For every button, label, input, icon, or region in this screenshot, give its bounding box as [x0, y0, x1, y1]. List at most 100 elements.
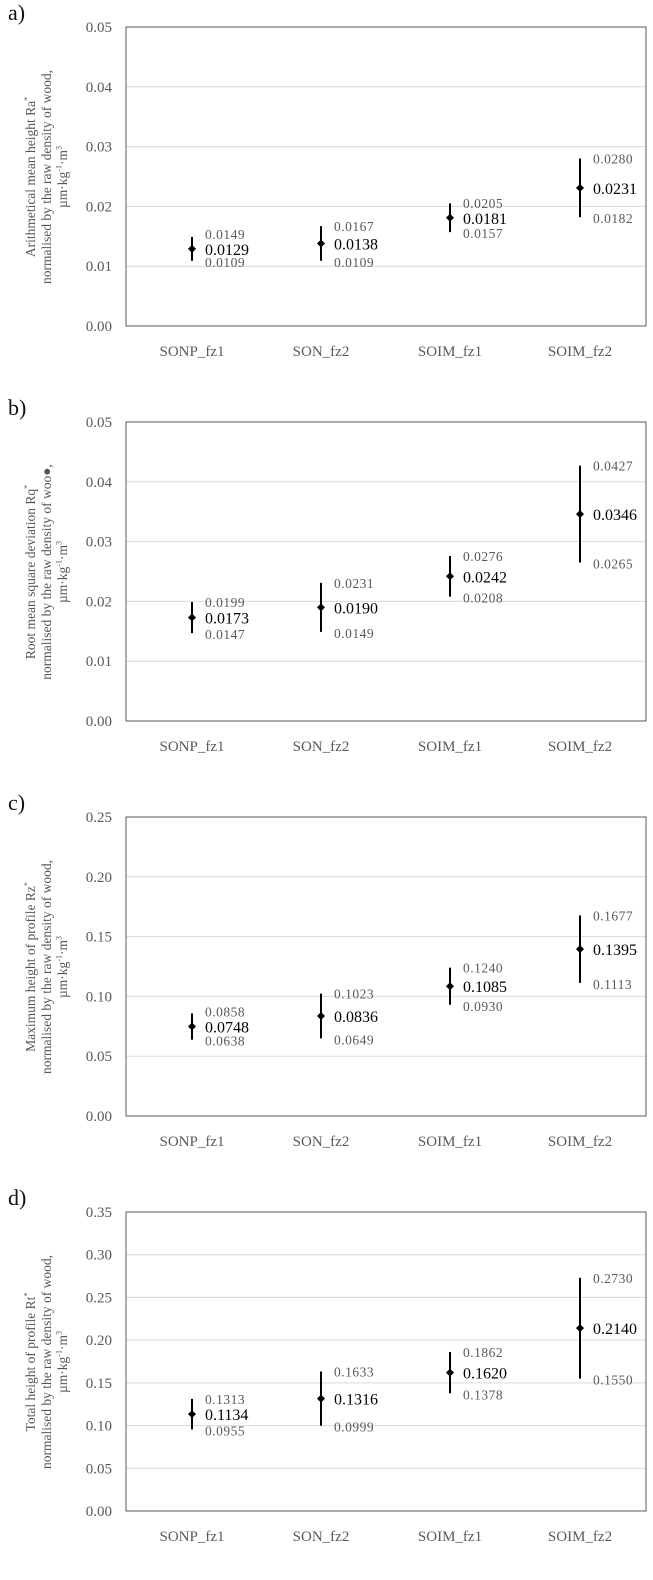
value-label: 0.0836 [334, 1009, 378, 1026]
lower-bound-label: 0.0157 [463, 226, 503, 241]
y-axis-label-line: Total height of profile Rt* [22, 1292, 39, 1431]
data-point [317, 1012, 325, 1021]
value-label: 0.1395 [593, 942, 637, 959]
y-axis-label-text: Maximum height of profile Rz* normalised … [23, 859, 71, 1073]
y-tick-label: 0.01 [86, 654, 112, 670]
x-tick-label: SON_fz2 [293, 1134, 350, 1150]
y-axis-label-line: Maximum height of profile Rz* [22, 881, 39, 1052]
upper-bound-label: 0.1677 [593, 908, 633, 923]
data-point [188, 613, 196, 622]
upper-bound-label: 0.1023 [334, 987, 374, 1002]
y-tick-label: 0.10 [86, 989, 112, 1005]
lower-bound-label: 0.0649 [334, 1032, 374, 1047]
panel-label: c) [8, 790, 26, 815]
upper-bound-label: 0.0205 [463, 196, 503, 211]
value-label: 0.1134 [205, 1407, 248, 1424]
lower-bound-label: 0.1550 [593, 1373, 633, 1388]
y-tick-label: 0.05 [86, 1049, 112, 1065]
lower-bound-label: 0.0930 [463, 999, 503, 1014]
y-axis-label-text: Total height of profile Rt* normalised by… [23, 1254, 71, 1468]
upper-bound-label: 0.0167 [334, 219, 374, 234]
x-tick-label: SOIM_fz1 [418, 739, 482, 755]
x-tick-label: SOIM_fz1 [418, 344, 482, 360]
lower-bound-label: 0.0638 [205, 1034, 245, 1049]
data-point [317, 1394, 325, 1403]
value-label: 0.0346 [593, 507, 637, 524]
lower-bound-label: 0.0147 [205, 627, 245, 642]
upper-bound-label: 0.1240 [463, 961, 503, 976]
data-point [317, 603, 325, 612]
y-tick-label: 0.25 [86, 1290, 112, 1306]
x-tick-label: SOIM_fz2 [548, 1134, 612, 1150]
y-tick-label: 0.01 [86, 259, 112, 275]
value-label: 0.0242 [463, 569, 507, 586]
value-label: 0.0190 [334, 600, 378, 617]
value-label: 0.0173 [205, 611, 249, 628]
value-label: 0.0138 [334, 236, 378, 253]
y-tick-label: 0.00 [86, 714, 112, 730]
data-point [317, 239, 325, 248]
data-point [576, 945, 584, 954]
upper-bound-label: 0.0276 [463, 549, 503, 564]
y-axis-label-line: µm·kg-1·m3 [54, 935, 71, 998]
y-axis-label-line: normalised by the raw density of wood, [39, 859, 54, 1074]
upper-bound-label: 0.0427 [593, 459, 633, 474]
y-tick-label: 0.10 [86, 1419, 112, 1435]
upper-bound-label: 0.0149 [205, 227, 245, 242]
lower-bound-label: 0.1378 [463, 1387, 503, 1402]
y-axis-label-line: µm·kg-1·m3 [54, 145, 71, 208]
y-axis-label-line: µm·kg-1·m3 [54, 1330, 71, 1393]
lower-bound-label: 0.0109 [205, 255, 245, 270]
chart-panel: 0.00 0.05 0.10 0.15 0.20 0.25 SONP_fz1 SON_fz2 S… [0, 790, 653, 1185]
y-tick-label: 0.25 [86, 810, 112, 826]
y-tick-label: 0.03 [86, 140, 112, 156]
value-label: 0.1085 [463, 979, 507, 996]
chart-plot: 0.00 0.01 0.02 0.03 0.04 0.05 SONP_fz1 SON_fz2 S… [86, 20, 647, 360]
y-tick-label: 0.05 [86, 415, 112, 431]
y-axis-label-line: µm·kg-1·m3 [54, 540, 71, 603]
data-point [188, 1410, 196, 1419]
x-tick-label: SOIM_fz2 [548, 344, 612, 360]
y-tick-label: 0.05 [86, 20, 112, 36]
y-axis-label-line: normalised by the raw density of wood, [39, 1254, 54, 1469]
data-point [446, 572, 454, 581]
upper-bound-label: 0.1862 [463, 1345, 503, 1360]
upper-bound-label: 0.0199 [205, 595, 245, 610]
chart-plot: 0.00 0.01 0.02 0.03 0.04 0.05 SONP_fz1 SON_fz2 S… [86, 415, 647, 755]
upper-bound-label: 0.0280 [593, 152, 633, 167]
chart-panel: 0.00 0.01 0.02 0.03 0.04 0.05 SONP_fz1 SON_fz2 S… [0, 0, 653, 395]
x-tick-label: SOIM_fz1 [418, 1529, 482, 1545]
x-tick-label: SONP_fz1 [159, 739, 224, 755]
y-tick-label: 0.02 [86, 594, 112, 610]
value-label: 0.1620 [463, 1366, 507, 1383]
lower-bound-label: 0.0265 [593, 557, 633, 572]
x-tick-label: SONP_fz1 [159, 344, 224, 360]
data-point [446, 213, 454, 222]
upper-bound-label: 0.0231 [334, 576, 374, 591]
plot-frame [125, 421, 647, 722]
data-point [576, 510, 584, 519]
value-label: 0.0748 [205, 1020, 249, 1037]
lower-bound-label: 0.0955 [205, 1423, 245, 1438]
y-tick-label: 0.20 [86, 870, 112, 886]
upper-bound-label: 0.1633 [334, 1364, 374, 1379]
y-tick-label: 0.02 [86, 199, 112, 215]
y-tick-label: 0.20 [86, 1333, 112, 1349]
y-tick-label: 0.30 [86, 1248, 112, 1264]
x-tick-label: SONP_fz1 [159, 1134, 224, 1150]
upper-bound-label: 0.1313 [205, 1392, 245, 1407]
data-point [446, 1368, 454, 1377]
lower-bound-label: 0.0109 [334, 255, 374, 270]
upper-bound-label: 0.0858 [205, 1005, 245, 1020]
y-tick-label: 0.00 [86, 1504, 112, 1520]
plot-frame [125, 26, 647, 327]
data-point [188, 244, 196, 253]
x-tick-label: SOIM_fz2 [548, 1529, 612, 1545]
y-axis-label-text: Arithmetical mean height Ra* normalised b… [23, 69, 71, 283]
x-tick-label: SON_fz2 [293, 344, 350, 360]
data-point [576, 1324, 584, 1333]
chart-plot: 0.00 0.05 0.10 0.15 0.20 0.25 SONP_fz1 SON_fz2 S… [86, 810, 647, 1150]
chart-panel: 0.00 0.01 0.02 0.03 0.04 0.05 SONP_fz1 SON_fz2 S… [0, 395, 653, 790]
lower-bound-label: 0.0182 [593, 211, 633, 226]
value-label: 0.0181 [463, 211, 507, 228]
